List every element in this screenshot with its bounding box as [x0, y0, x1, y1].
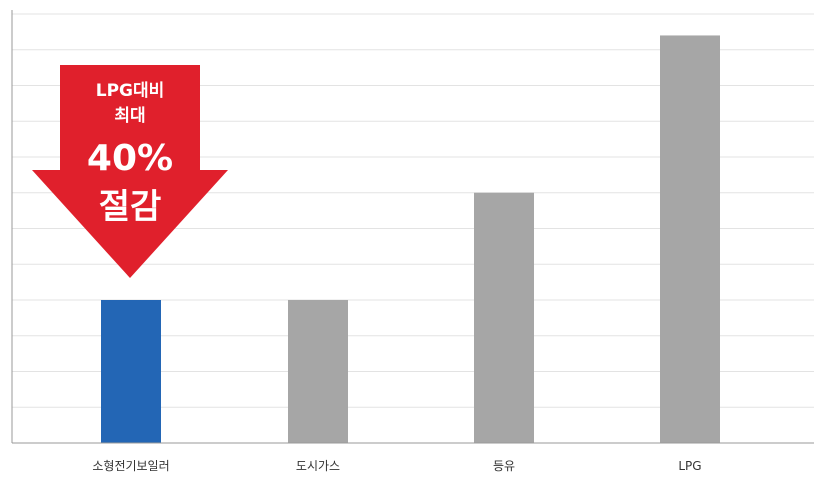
callout-line-1: LPG대비: [96, 81, 165, 101]
x-tick-labels: 소형전기보일러 도시가스 등유 LPG: [92, 459, 701, 473]
x-tick-label: 소형전기보일러: [92, 459, 169, 473]
callout-line-2: 최대: [114, 106, 145, 126]
callout-arrow: LPG대비 최대 40% 절감: [32, 65, 228, 278]
x-tick-label: LPG: [678, 459, 701, 473]
callout-line-4: 절감: [99, 187, 162, 227]
x-tick-label: 도시가스: [296, 459, 340, 473]
x-tick-label: 등유: [493, 459, 515, 473]
bar-4: [660, 35, 720, 443]
bar-3: [474, 192, 534, 443]
down-arrow-icon: [32, 65, 228, 278]
bar-1: [101, 300, 161, 443]
bars: [101, 35, 720, 443]
callout-line-3: 40%: [87, 138, 173, 179]
bar-2: [288, 300, 348, 443]
